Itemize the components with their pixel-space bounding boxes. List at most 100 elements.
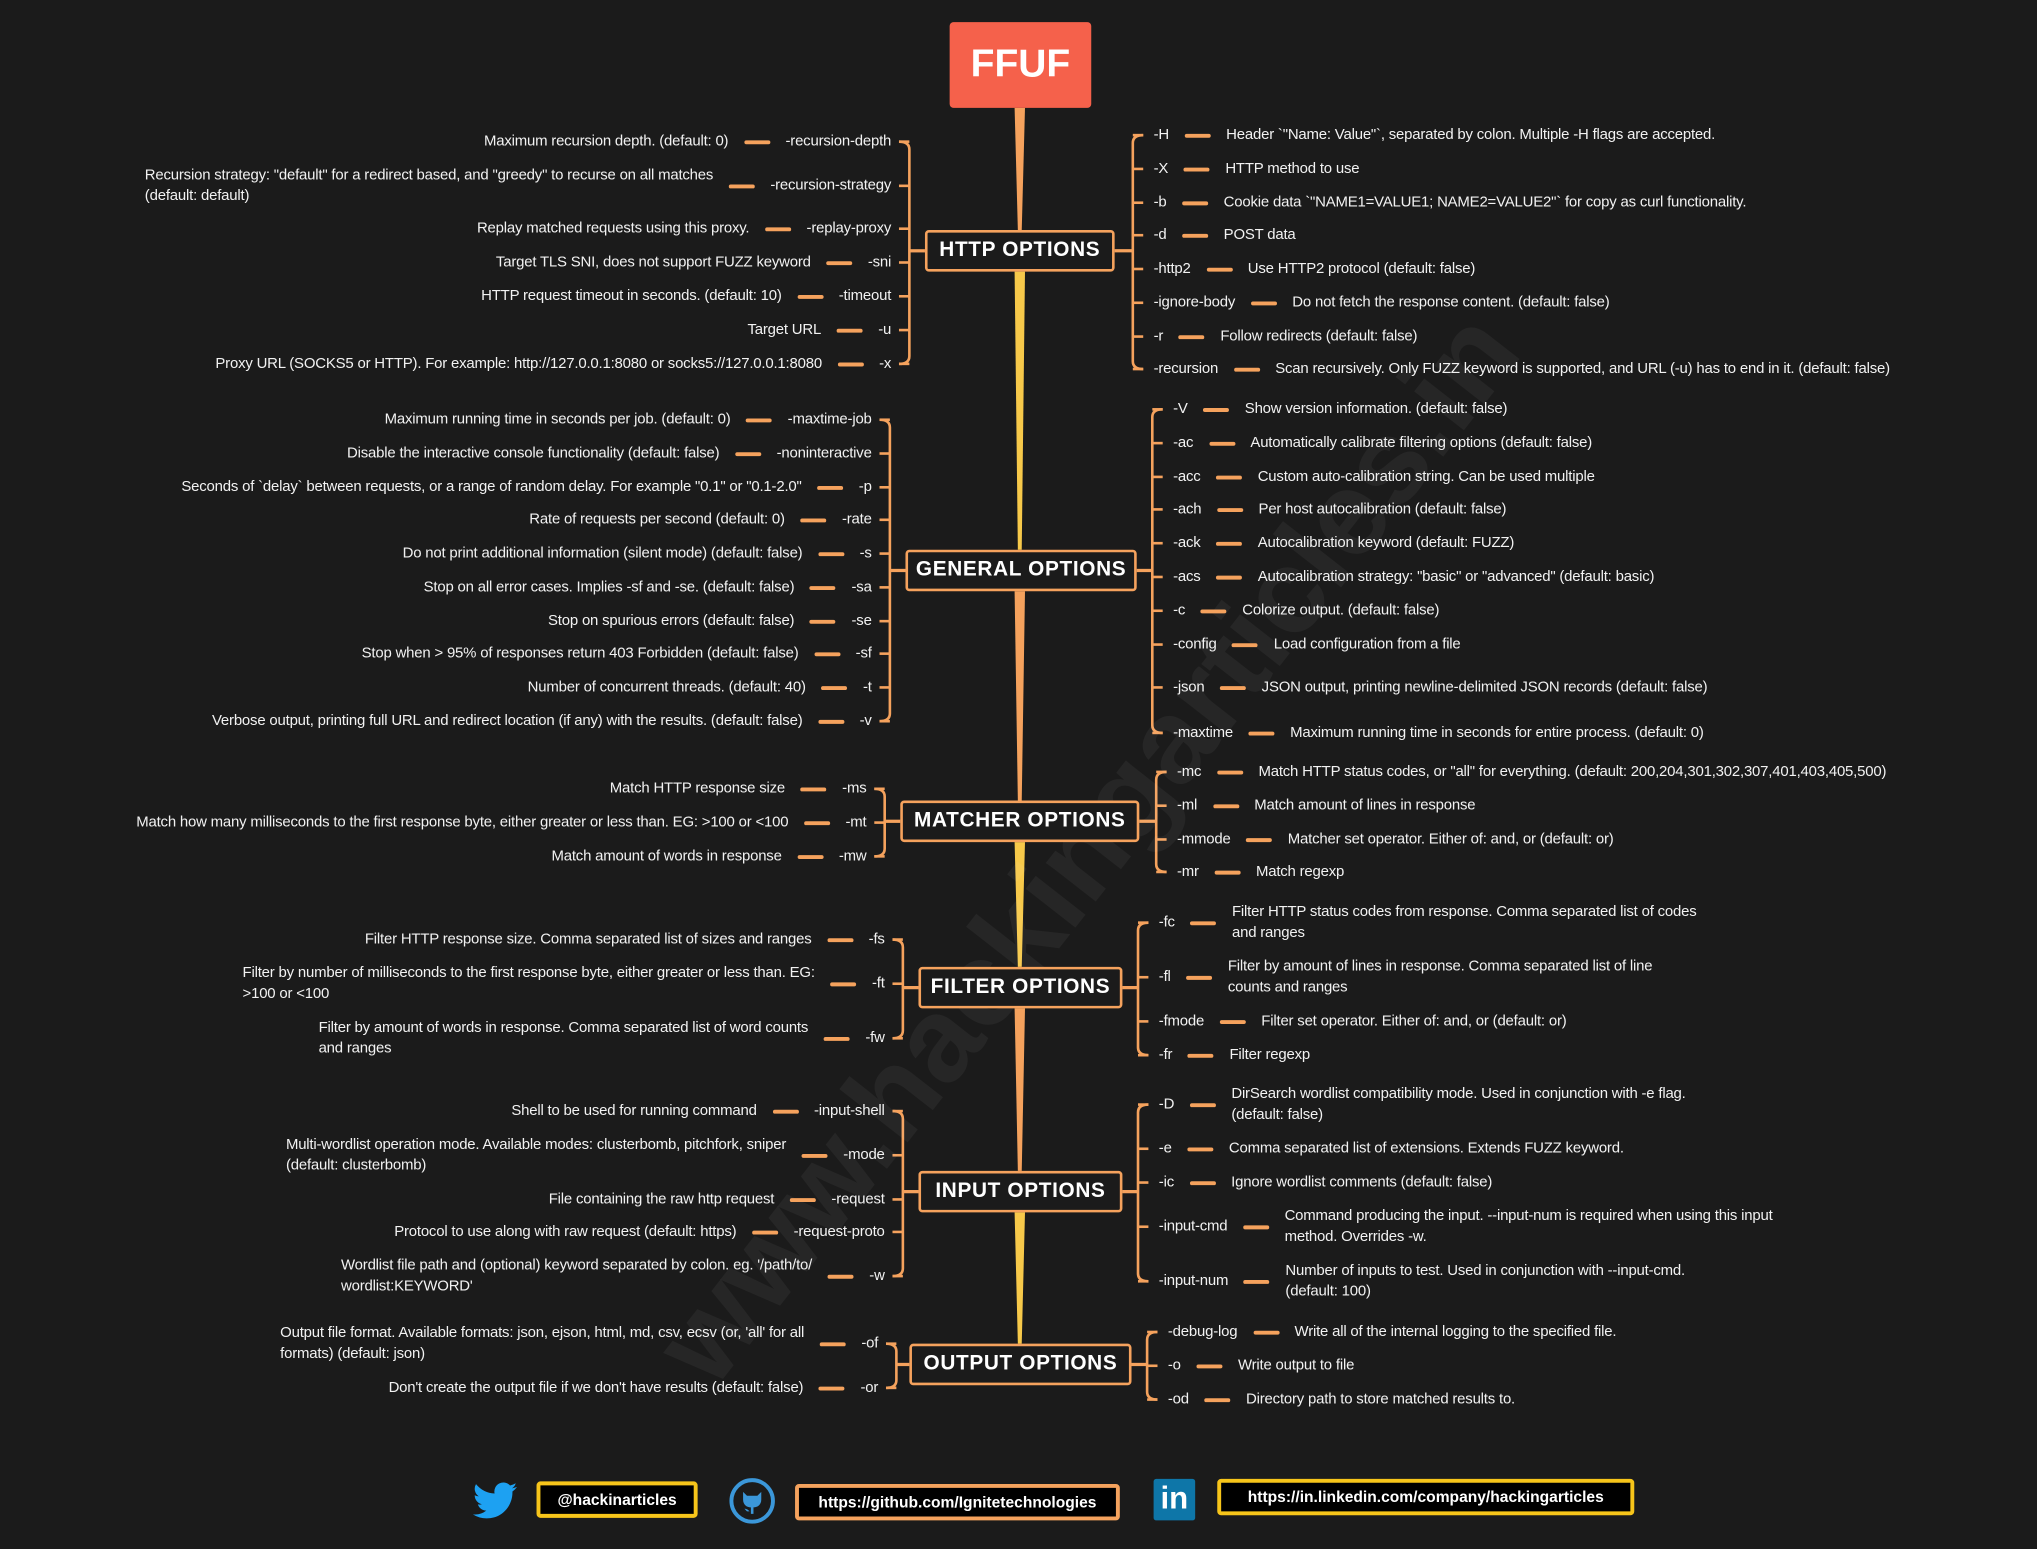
option-flag: -ic: [1158, 1174, 1174, 1191]
linkedin-link[interactable]: https://in.linkedin.com/company/hackinga…: [1217, 1478, 1635, 1516]
connector-dash: [827, 1274, 854, 1279]
connector-dash: [797, 854, 824, 859]
option-item: Match HTTP response size -ms: [610, 778, 867, 799]
connector-dash: [1233, 367, 1260, 372]
option-description: DirSearch wordlist compatibility mode. U…: [1231, 1086, 1686, 1123]
option-flag: -u: [878, 322, 892, 338]
option-flag: -mc: [1176, 764, 1202, 780]
option-item: -X HTTP method to use: [1154, 159, 1360, 180]
option-item: Target URL -u: [747, 320, 891, 341]
connector-dash: [1186, 975, 1213, 980]
option-item: -fl Filter by amount of lines in response…: [1159, 956, 1653, 998]
option-flag: -input-num: [1158, 1273, 1229, 1290]
option-flag: -x: [879, 356, 892, 372]
option-flag: -sni: [867, 254, 892, 271]
connector-dash: [809, 585, 836, 590]
option-flag: -recursion-strategy: [770, 178, 892, 194]
option-description: Scan recursively. Only FUZZ keyword is s…: [1275, 361, 1890, 377]
option-item: Stop on all error cases. Implies -sf and…: [424, 577, 872, 598]
option-flag: -w: [869, 1268, 885, 1284]
option-description: Filter by amount of lines in response. C…: [1227, 959, 1653, 996]
option-description: Per host autocalibration (default: false…: [1258, 501, 1507, 518]
connector-dash: [818, 719, 845, 724]
option-flag: -ignore-body: [1153, 294, 1236, 311]
option-description: Colorize output. (default: false): [1242, 602, 1440, 619]
option-flag: -input-cmd: [1158, 1218, 1228, 1235]
option-item: -e Comma separated list of extensions. Ex…: [1159, 1138, 1624, 1159]
option-item: -acc Custom auto-calibration string. Can …: [1173, 467, 1595, 488]
option-item: -http2 Use HTTP2 protocol (default: false…: [1154, 259, 1476, 280]
option-description: Header `"Name: Value"`, separated by col…: [1226, 127, 1716, 143]
github-link[interactable]: https://github.com/Ignitetechnologies: [795, 1484, 1120, 1521]
option-flag: -b: [1153, 194, 1167, 211]
bracket: [1136, 1103, 1149, 1283]
option-flag: -http2: [1153, 261, 1191, 277]
option-item: Verbose output, printing full URL and re…: [212, 711, 872, 732]
connector-dash: [836, 328, 863, 333]
option-item: -input-cmd Command producing the input. -…: [1159, 1206, 1773, 1248]
section-http-options[interactable]: HTTP OPTIONS: [924, 230, 1115, 272]
option-description: Match amount of words in response: [551, 848, 782, 865]
option-description: File containing the raw http request: [548, 1191, 775, 1208]
option-description: Seconds of `delay` between requests, or …: [181, 479, 802, 496]
connector-dash: [1189, 1102, 1216, 1107]
connector-dash: [1196, 1363, 1223, 1368]
connector-dash: [1187, 1053, 1214, 1058]
bracket: [879, 418, 892, 723]
option-description: Match HTTP response size: [609, 780, 786, 797]
option-flag: -replay-proxy: [806, 220, 892, 237]
option-flag: -fr: [1158, 1047, 1173, 1063]
connector-dash: [789, 1197, 816, 1202]
section-matcher-options[interactable]: MATCHER OPTIONS: [900, 800, 1140, 843]
option-description: HTTP method to use: [1225, 161, 1360, 177]
connector-dash: [800, 786, 827, 791]
section-output-options[interactable]: OUTPUT OPTIONS: [909, 1343, 1132, 1386]
option-flag: -p: [858, 479, 872, 496]
option-description: Filter regexp: [1229, 1047, 1310, 1063]
option-description: Number of concurrent threads. (default: …: [527, 679, 806, 696]
option-item: -debug-log Write all of the internal logg…: [1168, 1322, 1617, 1343]
github-icon[interactable]: [729, 1478, 776, 1525]
option-flag: -e: [1158, 1140, 1172, 1157]
option-flag: -request: [831, 1191, 885, 1208]
connector-dash: [772, 1109, 799, 1114]
connector-dash: [814, 651, 841, 656]
option-description: Custom auto-calibration string. Can be u…: [1257, 469, 1595, 485]
connector-dash: [1243, 1224, 1269, 1229]
section-filter-options[interactable]: FILTER OPTIONS: [918, 966, 1123, 1009]
connector-dash: [764, 226, 791, 231]
connector-dash: [818, 1385, 845, 1390]
option-description: Cookie data `"NAME1=VALUE1; NAME2=VALUE2…: [1223, 194, 1747, 211]
option-item: -mc Match HTTP status codes, or "all" for…: [1177, 762, 1886, 783]
option-description: Maximum recursion depth. (default: 0): [483, 133, 729, 150]
connector-dash: [800, 517, 827, 522]
connector-dash: [751, 1229, 778, 1234]
option-item: -ach Per host autocalibration (default: f…: [1173, 499, 1506, 520]
option-item: HTTP request timeout in seconds. (defaul…: [481, 286, 891, 307]
option-description: Filter HTTP status codes from response. …: [1231, 904, 1697, 941]
option-item: -fmode Filter set operator. Either of: an…: [1159, 1011, 1567, 1032]
option-item: -D DirSearch wordlist compatibility mode.…: [1159, 1084, 1686, 1126]
twitter-handle-link[interactable]: @hackinarticles: [536, 1481, 698, 1518]
option-flag: -ach: [1173, 501, 1202, 518]
connector-dash: [1243, 1279, 1270, 1284]
bracket: [892, 938, 905, 1040]
section-input-options[interactable]: INPUT OPTIONS: [918, 1170, 1123, 1213]
option-item: Rate of requests per second (default: 0)…: [529, 509, 872, 530]
connector-dash: [797, 294, 824, 299]
option-flag: -sa: [851, 579, 872, 596]
connector-dash: [823, 1036, 850, 1041]
twitter-icon[interactable]: [472, 1481, 518, 1520]
option-flag: -fmode: [1158, 1013, 1205, 1030]
section-general-options[interactable]: GENERAL OPTIONS: [905, 549, 1137, 592]
option-description: Matcher set operator. Either of: and, or…: [1287, 831, 1614, 848]
linkedin-icon[interactable]: in: [1153, 1478, 1196, 1521]
option-description: Don't create the output file if we don't…: [388, 1380, 804, 1396]
option-flag: -fw: [865, 1030, 885, 1047]
option-description: Verbose output, printing full URL and re…: [211, 713, 803, 730]
option-flag: -acs: [1173, 569, 1201, 585]
option-item: -acs Autocalibration strategy: "basic" or…: [1173, 567, 1654, 588]
option-description: HTTP request timeout in seconds. (defaul…: [481, 288, 782, 305]
option-description: Output file format. Available formats: j…: [280, 1325, 805, 1362]
option-item: -ac Automatically calibrate filtering opt…: [1173, 433, 1592, 454]
